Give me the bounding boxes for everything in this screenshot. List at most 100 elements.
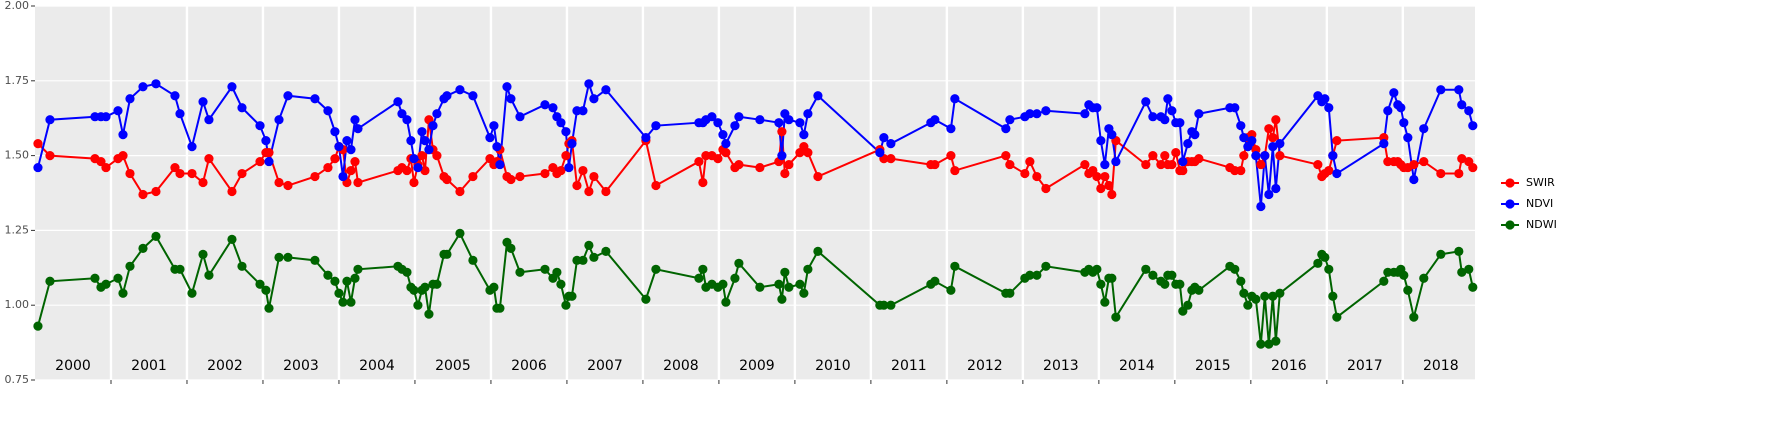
point: [424, 309, 434, 319]
point: [1264, 124, 1274, 134]
point: [125, 261, 135, 271]
point: [1167, 270, 1177, 280]
point: [420, 136, 430, 146]
point: [589, 94, 599, 104]
point: [45, 276, 55, 286]
point: [264, 156, 274, 167]
point: [1005, 288, 1015, 298]
point: [950, 94, 960, 104]
point: [561, 300, 571, 310]
point: [1419, 156, 1429, 167]
point: [601, 186, 611, 197]
point: [1260, 151, 1270, 161]
point: [338, 297, 348, 307]
year-label: 2016: [1271, 358, 1307, 374]
point: [409, 177, 419, 188]
point: [718, 279, 728, 289]
point: [1236, 121, 1246, 131]
point: [264, 303, 274, 313]
point: [1096, 183, 1106, 194]
point: [1419, 124, 1429, 134]
point: [118, 288, 128, 298]
point: [1379, 276, 1389, 286]
point: [151, 231, 161, 241]
point: [198, 97, 208, 107]
point: [564, 162, 574, 173]
point: [755, 282, 765, 292]
point: [489, 121, 499, 131]
point: [641, 133, 651, 143]
point: [175, 168, 185, 179]
point: [589, 252, 599, 262]
point: [694, 273, 704, 283]
point: [1260, 291, 1270, 301]
point: [1092, 264, 1102, 274]
year-label: 2015: [1195, 358, 1231, 374]
point: [1409, 312, 1419, 322]
point: [755, 162, 765, 173]
point: [413, 162, 423, 173]
year-label: 2007: [587, 358, 623, 374]
point: [1230, 103, 1240, 113]
point: [227, 82, 237, 92]
point: [584, 240, 594, 250]
panel-background: [35, 6, 1475, 380]
point: [813, 246, 823, 256]
point: [310, 171, 320, 182]
point: [1156, 159, 1166, 170]
point: [1403, 285, 1413, 295]
point: [930, 115, 940, 125]
point: [1389, 88, 1399, 98]
point: [1264, 339, 1274, 349]
point: [1041, 106, 1051, 116]
point: [101, 279, 111, 289]
point: [556, 279, 566, 289]
point: [1001, 124, 1011, 134]
point: [875, 148, 885, 158]
point: [1409, 159, 1419, 170]
point: [138, 243, 148, 253]
point: [1148, 112, 1158, 122]
point: [33, 139, 43, 149]
point: [755, 115, 765, 125]
point: [334, 142, 344, 152]
point: [420, 282, 430, 292]
point: [118, 151, 128, 161]
point: [1194, 153, 1204, 164]
point: [1032, 171, 1042, 182]
point: [1148, 270, 1158, 280]
point: [1175, 118, 1185, 128]
point: [1041, 183, 1051, 194]
point: [1383, 106, 1393, 116]
point: [1256, 201, 1266, 212]
point: [33, 321, 43, 331]
point: [1160, 279, 1170, 289]
point: [950, 165, 960, 176]
point: [1464, 264, 1474, 274]
point: [601, 85, 611, 95]
point: [1178, 156, 1188, 167]
point: [578, 255, 588, 265]
point: [777, 294, 787, 304]
point: [1436, 85, 1446, 95]
point: [342, 276, 352, 286]
point: [1107, 130, 1117, 140]
point: [799, 130, 809, 140]
point: [1032, 109, 1042, 119]
point: [274, 252, 284, 262]
point: [780, 168, 790, 179]
point: [1167, 159, 1177, 170]
point: [578, 106, 588, 116]
point: [442, 91, 452, 101]
legend-key: [1505, 178, 1515, 188]
point: [187, 288, 197, 298]
point: [506, 94, 516, 104]
point: [641, 294, 651, 304]
point: [1025, 270, 1035, 280]
point: [721, 139, 731, 149]
point: [886, 139, 896, 149]
point: [432, 279, 442, 289]
point: [1324, 264, 1334, 274]
point: [1328, 291, 1338, 301]
point: [1251, 151, 1261, 161]
